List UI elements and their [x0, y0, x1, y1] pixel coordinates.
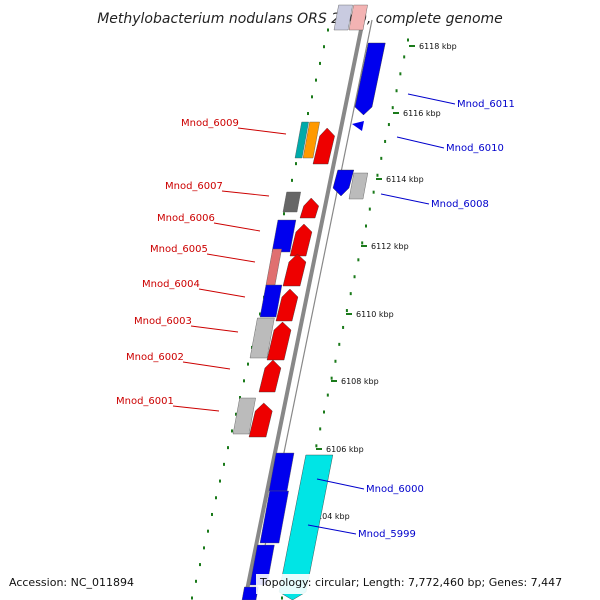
scale-ticks: 6104 kbp 6106 kbp 6108 kbp 6110 kbp 6112 kbp…	[302, 42, 457, 521]
gene-box-top-gray	[333, 4, 353, 31]
tick-label: 6110 kbp	[356, 310, 394, 319]
gene-arrow-mnod-6011	[354, 42, 386, 116]
backbone-outer-line	[243, 19, 365, 600]
gene-arrow-mnod-6003	[266, 321, 292, 361]
topology-text: Topology: circular; Length: 7,772,460 bp…	[259, 576, 562, 589]
leader-line-forward	[198, 288, 246, 298]
gene-label-reverse: Mnod_5999	[358, 529, 416, 540]
gene-arrow-mnod-6009	[312, 127, 335, 165]
leader-line-forward	[213, 222, 261, 232]
gene-box-top-pink	[348, 4, 368, 31]
tick-label: 6116 kbp	[403, 109, 441, 118]
gene-box-mnod-6001	[232, 397, 256, 435]
tick-label: 6104 kbp	[312, 512, 350, 521]
leader-line-reverse	[380, 193, 430, 205]
leader-line-forward	[190, 325, 239, 333]
leader-line-reverse	[316, 478, 365, 490]
gene-label-reverse: Mnod_6010	[446, 143, 504, 154]
gene-arrow-mnod-6001	[248, 402, 273, 438]
accession-text: Accession: NC_011894	[9, 576, 134, 589]
gene-label-forward: Mnod_6001	[116, 396, 174, 407]
leader-line-forward	[221, 190, 270, 197]
tick-label: 6108 kbp	[341, 377, 379, 386]
leader-line-forward	[182, 361, 231, 370]
leader-line-reverse	[396, 136, 445, 149]
gene-arrow-mnod-6010	[352, 121, 364, 131]
gene-label-forward: Mnod_6004	[142, 279, 200, 290]
gene-box-mnod-6009-b	[302, 121, 320, 159]
gene-label-forward: Mnod_6007	[165, 181, 223, 192]
gene-label-forward: Mnod_6005	[150, 244, 208, 255]
gene-label-forward: Mnod_6006	[157, 213, 215, 224]
topology-background	[256, 574, 594, 594]
gene-label-forward: Mnod_6002	[126, 352, 184, 363]
gene-arrow-mnod-6005	[282, 253, 307, 287]
gene-label-forward: Mnod_6009	[181, 118, 239, 129]
gene-features	[232, 4, 386, 600]
gene-arrow-mnod-6004	[275, 288, 299, 322]
gene-box-bottom-blue-4	[241, 586, 259, 600]
gene-label-reverse: Mnod_6008	[431, 199, 489, 210]
gene-box-mnod-6009-a	[294, 121, 309, 159]
gene-box-mnod-6005	[265, 248, 282, 286]
tick-label: 6106 kbp	[326, 445, 364, 454]
leader-line-reverse	[407, 93, 456, 105]
tick-label: 6112 kbp	[371, 242, 409, 251]
gene-arrow-mnod-6007	[299, 197, 319, 219]
tick-label: 6114 kbp	[386, 175, 424, 184]
leader-line-reverse	[307, 524, 357, 535]
leader-line-forward	[206, 253, 256, 263]
gene-box-mnod-6004	[259, 284, 283, 318]
map-title: Methylobacterium nodulans ORS 2060, comp…	[97, 11, 503, 27]
gene-box-mnod-6006	[271, 219, 297, 253]
gene-arrow-mnod-6008-a	[332, 169, 355, 197]
gene-box-bottom-blue-2	[259, 490, 289, 544]
gene-label-reverse: Mnod_6000	[366, 484, 424, 495]
gene-labels: Mnod_6009 Mnod_6007 Mnod_6006 Mnod_6005 Mnod…	[116, 93, 515, 540]
gene-arrow-mnod-6002	[258, 359, 282, 393]
gene-arrow-mnod-6006	[289, 223, 313, 257]
gene-box-mnod-6003	[249, 317, 275, 359]
gene-box-mnod-6008-b	[348, 172, 369, 200]
leader-line-forward	[172, 405, 220, 412]
tick-label: 6118 kbp	[419, 42, 457, 51]
leader-line-forward	[237, 127, 287, 135]
gene-label-forward: Mnod_6003	[134, 316, 192, 327]
gene-label-reverse: Mnod_6011	[457, 99, 515, 110]
gene-box-mnod-6007	[282, 191, 301, 213]
gene-arrow-mnod-6000-5999	[278, 454, 334, 600]
